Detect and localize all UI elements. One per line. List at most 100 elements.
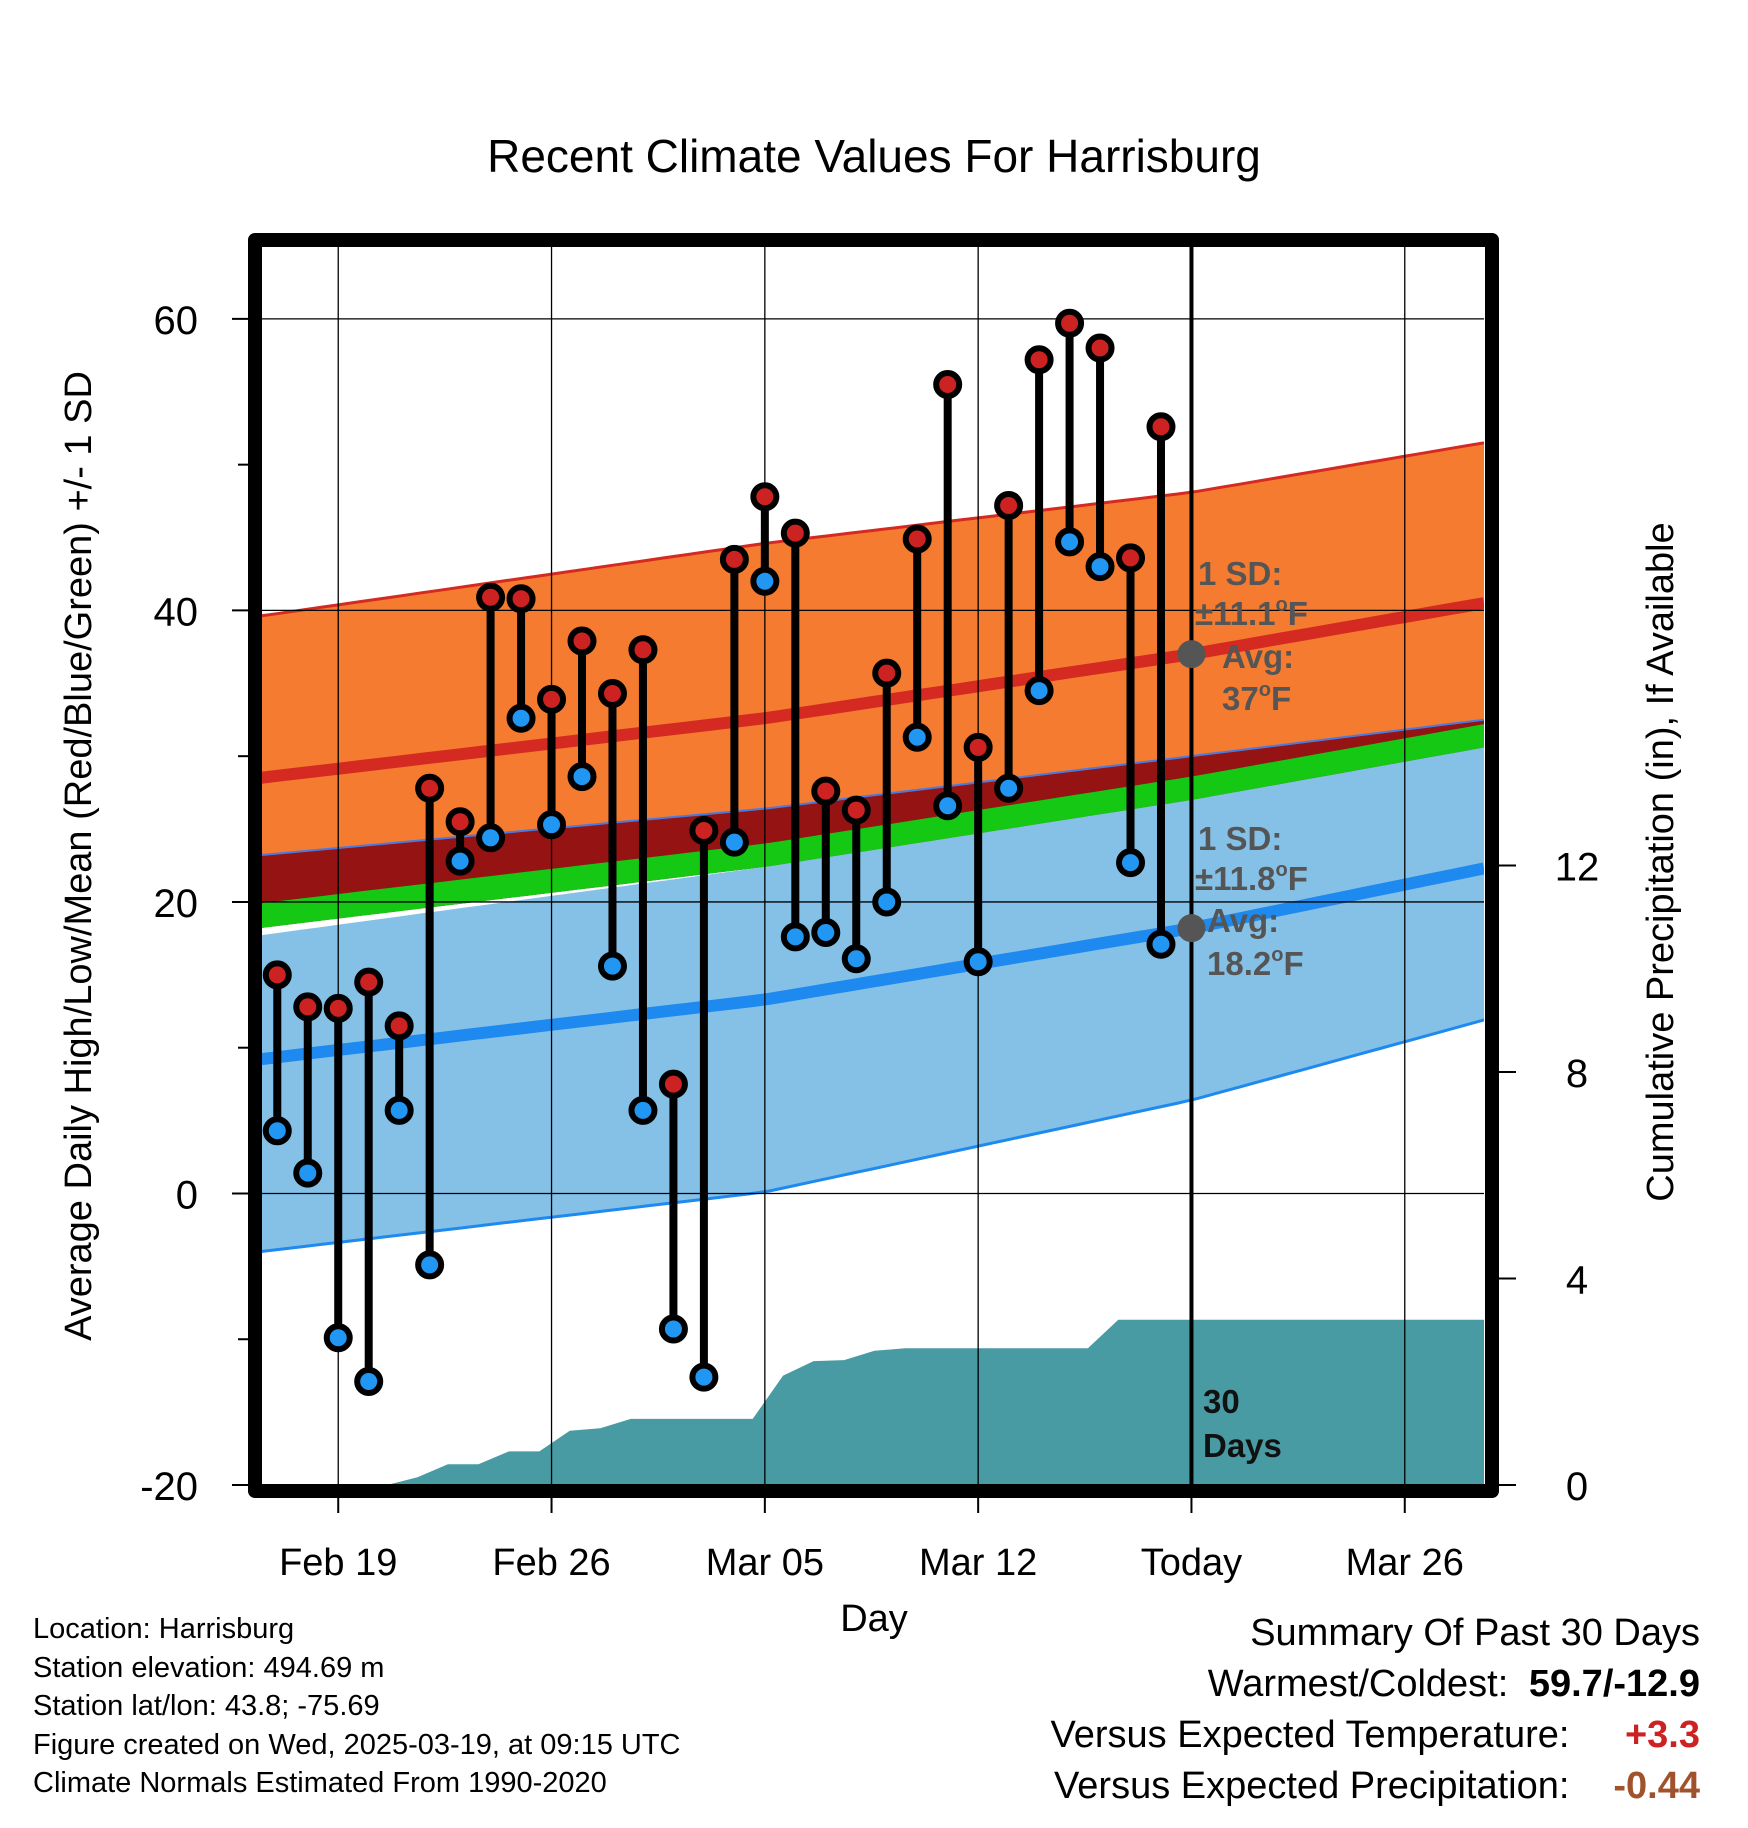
x-tick-label: Feb 19 [279,1542,397,1584]
elevation-text: Station elevation: 494.69 m [33,1651,385,1684]
high-sd-band [259,442,1484,856]
high-avg-value: 37oF [1222,679,1291,717]
y-tick-label: 20 [154,882,199,926]
plot-frame [248,233,1499,1498]
daily-low-point [719,827,749,857]
daily-low-point [1055,527,1085,557]
low-sd-value: ±11.8oF [1195,859,1308,897]
daily-low-point [658,1314,688,1344]
daily-high-point [750,482,780,512]
high-sd-value: ±11.1oF [1195,594,1308,632]
low-sd-band [259,746,1484,1252]
daily-low-point [689,1362,719,1392]
daily-low-point [597,951,627,981]
high-sd-label: 1 SD: [1198,555,1282,592]
daily-high-point [628,635,658,665]
high-upper-edge [259,441,1484,618]
daily-high-point [1024,345,1054,375]
daily-low-point [415,1250,445,1280]
daily-low-point [476,823,506,853]
daily-high-point [506,584,536,614]
daily-low-point [354,1367,384,1397]
daily-high-point [384,1011,414,1041]
days-count: 30 [1203,1383,1240,1420]
low-avg-label: Avg: [1207,902,1279,939]
temp-value: +3.3 [1624,1714,1700,1756]
daily-low-point [384,1095,414,1125]
y2-tick-label: 0 [1566,1465,1588,1509]
y-tick-label: 40 [154,590,199,634]
daily-high-point [933,369,963,399]
daily-high-point [537,684,567,714]
daily-low-point [811,918,841,948]
daily-low-point [1146,929,1176,959]
daily-high-point [902,524,932,554]
plot-content [259,246,1484,1485]
daily-low-point [750,566,780,596]
low-lower-edge [259,1018,1484,1254]
daily-high-point [1085,333,1115,363]
normals-text: Climate Normals Estimated From 1990-2020 [33,1767,607,1799]
daily-high-point [1055,308,1085,338]
daily-high-point [872,658,902,688]
y2-axis-label: Cumulative Precipitation (in), If Availa… [1640,522,1682,1201]
daily-low-point [445,846,475,876]
high-avg-marker [1177,640,1206,669]
latlon-text: Station lat/lon: 43.8; -75.69 [33,1690,380,1722]
daily-high-point [1146,412,1176,442]
y2-tick-label: 4 [1566,1259,1588,1303]
location-text: Location: Harrisburg [33,1613,295,1645]
precip-area [259,1319,1484,1485]
created-text: Figure created on Wed, 2025-03-19, at 09… [33,1728,681,1761]
daily-low-point [323,1323,353,1353]
y-tick-label: 0 [176,1173,198,1217]
daily-high-point [354,967,384,997]
temp-row: Versus Expected Temperature: +3.3 [1051,1710,1700,1761]
daily-high-point [445,807,475,837]
warm-cold-label: Warmest/Coldest: [1207,1663,1509,1705]
x-tick-label: Feb 26 [492,1542,610,1584]
daily-high-point [293,992,323,1022]
high-avg-label: Avg: [1222,638,1294,675]
mean-band [259,724,1484,929]
daily-low-point [994,773,1024,803]
low-mean-line [259,862,1484,1066]
y-tick-label: -20 [140,1465,198,1509]
y2-tick-label: 8 [1566,1052,1588,1096]
daily-low-point [841,944,871,974]
precip-row: Versus Expected Precipitation: -0.44 [1051,1761,1700,1812]
daily-low-point [537,810,567,840]
daily-low-point [262,1116,292,1146]
daily-high-point [841,795,871,825]
daily-high-point [963,732,993,762]
precip-label: Versus Expected Precipitation: [1054,1765,1570,1807]
warm-cold-value: 59.7/-12.9 [1528,1663,1700,1705]
summary-panel: Summary Of Past 30 Days Warmest/Coldest:… [1051,1608,1700,1812]
daily-high-point [689,816,719,846]
y-axis-label: Average Daily High/Low/Mean (Red/Blue/Gr… [58,371,100,1341]
daily-low-point [628,1095,658,1125]
daily-high-point [415,773,445,803]
x-tick-label: Mar 05 [706,1542,824,1584]
daily-high-point [780,518,810,548]
warm-cold-row: Warmest/Coldest: 59.7/-12.9 [1051,1659,1700,1710]
daily-low-point [506,703,536,733]
y-tick-label: 60 [154,299,199,343]
daily-low-point [963,947,993,977]
low-sd-label: 1 SD: [1198,820,1282,857]
daily-low-point [933,791,963,821]
x-tick-label: Mar 12 [919,1542,1037,1584]
daily-low-point [780,922,810,952]
x-axis-label: Day [840,1598,908,1640]
daily-low-point [872,887,902,917]
low-avg-marker [1177,914,1206,943]
daily-high-point [597,678,627,708]
station-info: Location: Harrisburg Station elevation: … [33,1610,681,1803]
daily-low-point [902,722,932,752]
low-avg-value: 18.2oF [1207,944,1304,982]
days-label: Days [1203,1427,1282,1464]
summary-title: Summary Of Past 30 Days [1250,1612,1700,1654]
daily-low-point [1085,552,1115,582]
